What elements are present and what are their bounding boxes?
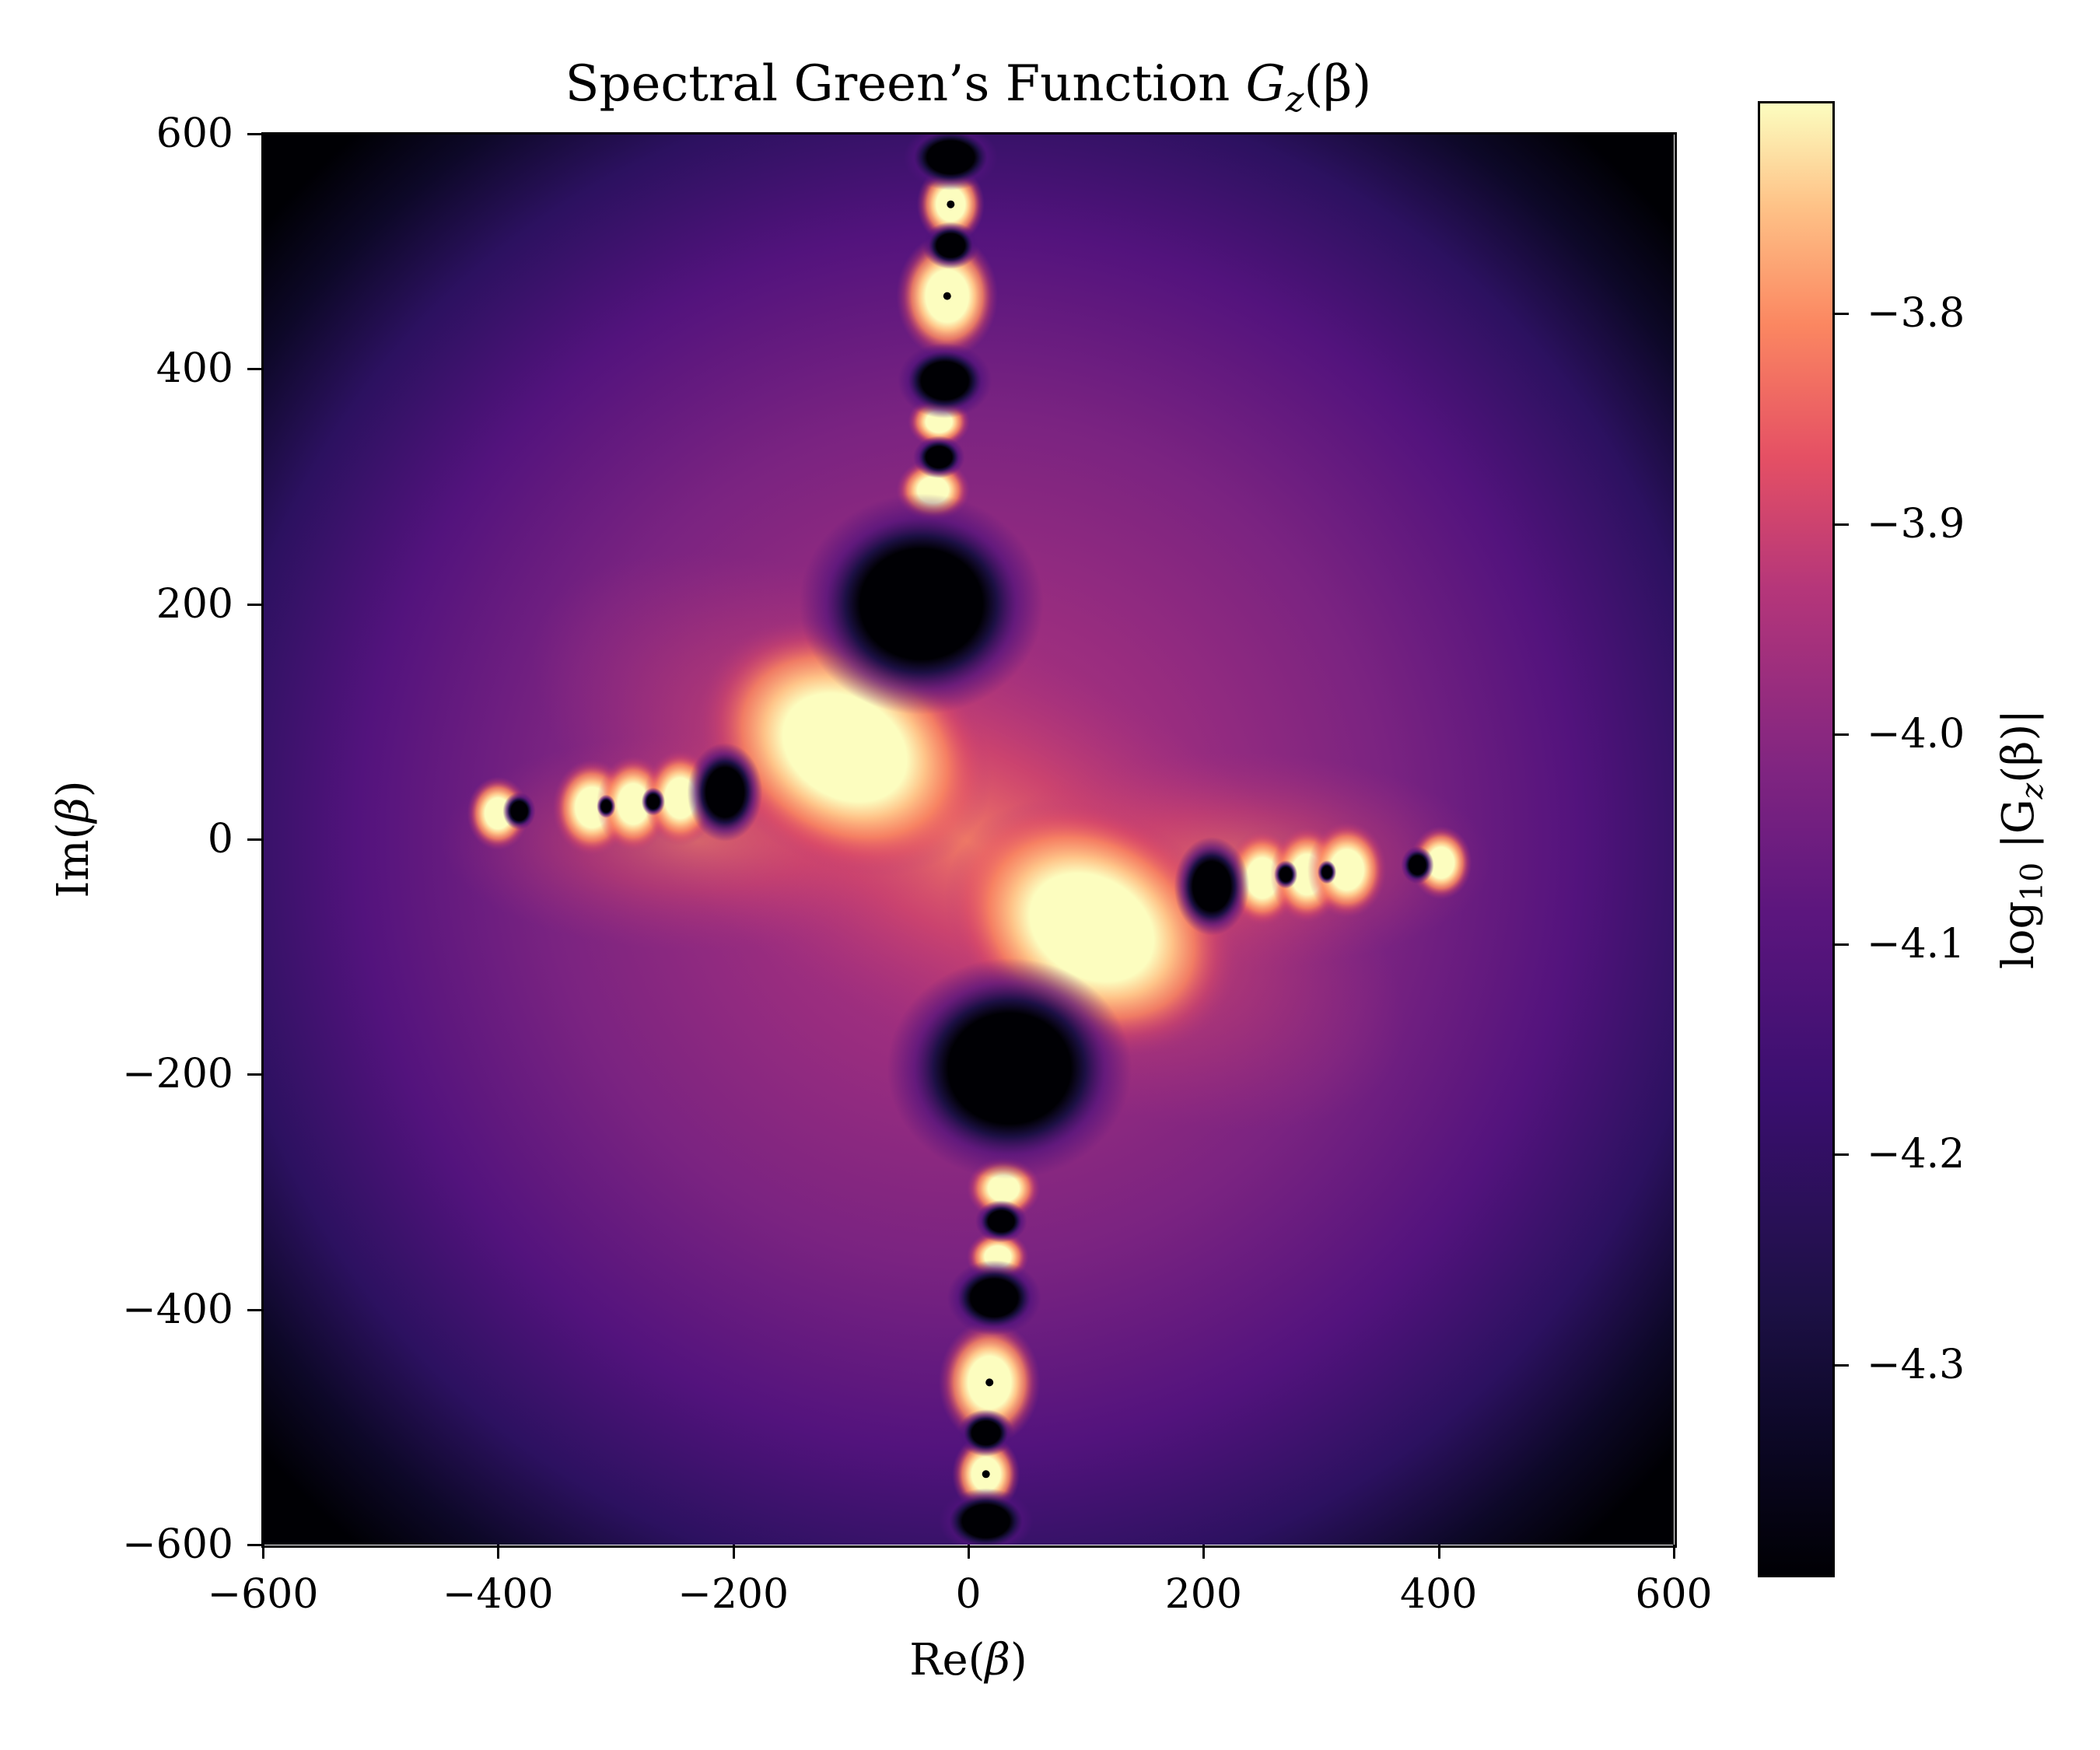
colorbar-tick-mark: [1835, 733, 1849, 736]
y-tick-label: 400: [156, 345, 233, 393]
colorbar-tick-mark: [1835, 943, 1849, 947]
y-tick-label: 600: [156, 110, 233, 157]
x-axis-label-var: β: [985, 1635, 1010, 1685]
dark-zero: [1317, 860, 1337, 884]
x-axis-label: Re(β): [263, 1633, 1674, 1688]
y-tick-mark: [247, 603, 261, 606]
chart-title: Spectral Green’s Function Gz(β): [263, 53, 1674, 131]
colorbar-tick-label: −4.0: [1867, 710, 1965, 758]
x-tick-label: 0: [955, 1571, 982, 1618]
colorbar-tick-mark: [1835, 313, 1849, 316]
x-tick-label: 600: [1635, 1571, 1713, 1618]
y-tick-label: −600: [122, 1521, 233, 1568]
x-tick-mark: [1673, 1545, 1675, 1559]
y-tick-mark: [247, 368, 261, 371]
dark-zero: [1401, 846, 1434, 884]
colorbar-tick-label: −4.1: [1867, 921, 1965, 968]
y-tick-label: 200: [156, 580, 233, 628]
colorbar-tick-mark: [1835, 1153, 1849, 1157]
y-tick-mark: [247, 1073, 261, 1076]
colorbar-tick-mark: [1835, 523, 1849, 526]
x-axis-label-text: Re(: [909, 1635, 985, 1685]
dark-zero: [502, 792, 536, 830]
dark-zero: [947, 1260, 1041, 1335]
colorbar-tick-label: −4.3: [1867, 1341, 1965, 1388]
colorbar: [1758, 101, 1835, 1577]
colorbar-label: log10 |Gz(β)|: [1993, 709, 2056, 970]
bright-peak: [1307, 821, 1387, 918]
y-axis-label-text: Im(: [48, 822, 99, 898]
y-tick-mark: [247, 1544, 261, 1546]
title-arg: (β): [1304, 55, 1372, 113]
x-axis-label-close: ): [1010, 1635, 1027, 1685]
x-tick-mark: [1202, 1545, 1206, 1559]
colorbar-tick-mark: [1835, 1363, 1849, 1367]
dark-zero: [957, 1409, 1014, 1457]
colorbar-tick-label: −3.8: [1867, 290, 1965, 338]
dark-zero: [1174, 836, 1250, 936]
x-tick-label: −600: [207, 1571, 319, 1618]
colorbar-gradient: [1760, 103, 1832, 1575]
colorbar-tick-label: −3.9: [1867, 500, 1965, 548]
colorbar-label-arg: (β)|: [1993, 709, 2044, 783]
y-tick-mark: [247, 838, 261, 841]
dark-zero: [799, 493, 1044, 715]
y-tick-label: −400: [122, 1286, 233, 1333]
dark-zero: [687, 743, 763, 842]
y-axis-label-close: ): [48, 780, 99, 798]
colorbar-tick-label: −4.2: [1867, 1131, 1965, 1178]
heatmap-image: [263, 134, 1674, 1545]
y-tick-mark: [247, 1308, 261, 1311]
dark-zero: [975, 1200, 1027, 1243]
zero-dot: [943, 292, 951, 300]
dark-zero: [912, 436, 965, 478]
dark-zero: [1274, 860, 1298, 889]
dark-zero: [597, 794, 616, 818]
dark-zero: [922, 222, 979, 269]
x-tick-label: 200: [1164, 1571, 1242, 1618]
x-tick-mark: [497, 1545, 500, 1559]
dark-zero: [887, 957, 1132, 1179]
zero-dot: [985, 1378, 994, 1387]
colorbar-label-sub: z: [2015, 782, 2051, 800]
y-tick-label: −200: [122, 1051, 233, 1098]
x-tick-mark: [732, 1545, 735, 1559]
dark-zero: [939, 1488, 1034, 1545]
y-axis-label: Im(β): [48, 780, 99, 898]
zero-dot: [982, 1470, 990, 1479]
dark-zero: [898, 343, 992, 418]
x-tick-label: −200: [677, 1571, 789, 1618]
y-axis-label-var: β: [48, 797, 99, 823]
title-text: Spectral Green’s Function: [565, 55, 1246, 113]
x-tick-mark: [1437, 1545, 1440, 1559]
title-sub: z: [1285, 78, 1304, 120]
y-tick-mark: [247, 133, 261, 135]
x-tick-label: −400: [442, 1571, 554, 1618]
x-tick-mark: [968, 1545, 970, 1559]
title-math: G: [1245, 55, 1286, 113]
colorbar-label-base: 10: [2015, 862, 2051, 901]
colorbar-label-body: |G: [1993, 799, 2044, 863]
zero-dot: [947, 200, 955, 208]
colorbar-label-log: log: [1993, 901, 2044, 970]
dark-zero: [903, 134, 998, 191]
x-tick-mark: [262, 1545, 264, 1559]
dark-zero: [641, 787, 665, 816]
x-tick-label: 400: [1400, 1571, 1478, 1618]
y-tick-label: 0: [207, 816, 233, 863]
heatmap-plot-area: [263, 134, 1674, 1545]
